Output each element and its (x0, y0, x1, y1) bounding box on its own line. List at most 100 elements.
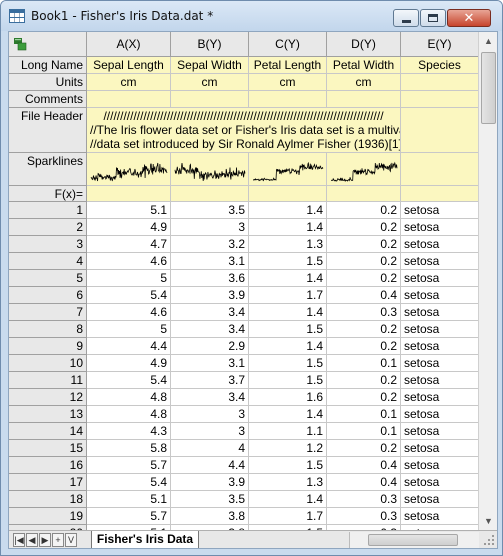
data-cell[interactable]: setosa (401, 355, 479, 372)
data-cell[interactable]: 4.6 (87, 304, 171, 321)
column-header-e[interactable]: E(Y) (401, 32, 479, 57)
data-cell[interactable]: 3.4 (171, 304, 249, 321)
scroll-down-arrow-icon[interactable]: ▼ (479, 512, 497, 530)
data-cell[interactable]: 3.5 (171, 202, 249, 219)
data-cell[interactable]: 4.4 (171, 457, 249, 474)
data-cell[interactable]: 4.3 (87, 423, 171, 440)
data-cell[interactable]: 5.1 (87, 491, 171, 508)
data-cell[interactable]: setosa (401, 457, 479, 474)
data-cell[interactable]: 1.4 (249, 219, 327, 236)
units-cell[interactable]: cm (327, 74, 401, 91)
data-cell[interactable]: 0.1 (327, 355, 401, 372)
data-cell[interactable]: setosa (401, 253, 479, 270)
sparkline-cell[interactable] (171, 153, 249, 186)
data-cell[interactable]: 0.2 (327, 270, 401, 287)
data-cell[interactable]: 3.7 (171, 372, 249, 389)
data-cell[interactable]: 4.6 (87, 253, 171, 270)
data-cell[interactable]: 0.2 (327, 236, 401, 253)
formula-cell[interactable] (87, 186, 171, 202)
data-cell[interactable]: 3 (171, 406, 249, 423)
row-number[interactable]: 10 (9, 355, 87, 372)
comments-cell[interactable] (249, 91, 327, 108)
row-number[interactable]: 7 (9, 304, 87, 321)
horizontal-scroll-thumb[interactable] (368, 534, 458, 546)
column-header-c[interactable]: C(Y) (249, 32, 327, 57)
data-cell[interactable]: 0.4 (327, 474, 401, 491)
data-cell[interactable]: 1.5 (249, 321, 327, 338)
data-cell[interactable]: 1.3 (249, 474, 327, 491)
sparkline-cell[interactable] (249, 153, 327, 186)
row-number[interactable]: 17 (9, 474, 87, 491)
data-cell[interactable]: 0.2 (327, 338, 401, 355)
units-cell[interactable]: cm (87, 74, 171, 91)
horizontal-scrollbar[interactable] (349, 532, 479, 548)
long-name-cell[interactable]: Sepal Width (171, 57, 249, 74)
title-bar[interactable]: Book1 - Fisher's Iris Data.dat * ✕ (1, 1, 502, 31)
data-cell[interactable]: 2.9 (171, 338, 249, 355)
data-cell[interactable]: 4.8 (87, 406, 171, 423)
data-cell[interactable]: 1.7 (249, 287, 327, 304)
formula-cell[interactable] (401, 186, 479, 202)
data-cell[interactable]: setosa (401, 491, 479, 508)
worksheet-corner[interactable] (9, 32, 87, 57)
data-cell[interactable]: 3.4 (171, 321, 249, 338)
sparkline-cell[interactable] (401, 153, 479, 186)
data-cell[interactable]: 1.6 (249, 389, 327, 406)
data-cell[interactable]: setosa (401, 338, 479, 355)
row-number[interactable]: 14 (9, 423, 87, 440)
data-cell[interactable]: 5.7 (87, 457, 171, 474)
data-cell[interactable]: 3.5 (171, 491, 249, 508)
data-cell[interactable]: 0.2 (327, 321, 401, 338)
data-cell[interactable]: 5.1 (87, 202, 171, 219)
data-cell[interactable]: 0.2 (327, 440, 401, 457)
data-cell[interactable]: 1.7 (249, 508, 327, 525)
data-cell[interactable]: setosa (401, 270, 479, 287)
data-cell[interactable]: 4 (171, 440, 249, 457)
row-number[interactable]: 19 (9, 508, 87, 525)
data-cell[interactable]: 1.4 (249, 304, 327, 321)
row-label-sparklines[interactable]: Sparklines (9, 153, 87, 186)
data-cell[interactable]: 3.2 (171, 236, 249, 253)
column-header-d[interactable]: D(Y) (327, 32, 401, 57)
data-cell[interactable]: 5.8 (87, 440, 171, 457)
data-cell[interactable]: 1.4 (249, 491, 327, 508)
data-cell[interactable]: 4.7 (87, 236, 171, 253)
data-cell[interactable]: setosa (401, 508, 479, 525)
units-cell[interactable]: cm (171, 74, 249, 91)
data-cell[interactable]: 4.9 (87, 219, 171, 236)
close-button[interactable]: ✕ (447, 9, 491, 27)
long-name-cell[interactable]: Petal Width (327, 57, 401, 74)
data-cell[interactable]: setosa (401, 474, 479, 491)
long-name-cell[interactable]: Petal Length (249, 57, 327, 74)
data-cell[interactable]: 1.5 (249, 457, 327, 474)
data-cell[interactable]: 3.6 (171, 270, 249, 287)
data-cell[interactable]: 1.4 (249, 406, 327, 423)
data-cell[interactable]: 0.2 (327, 202, 401, 219)
long-name-cell[interactable]: Sepal Length (87, 57, 171, 74)
formula-cell[interactable] (249, 186, 327, 202)
row-label-long-name[interactable]: Long Name (9, 57, 87, 74)
data-cell[interactable]: 0.3 (327, 508, 401, 525)
data-cell[interactable]: 3.9 (171, 474, 249, 491)
sheet-menu-button[interactable]: V (65, 533, 77, 547)
data-cell[interactable]: setosa (401, 423, 479, 440)
comments-cell[interactable] (171, 91, 249, 108)
comments-cell[interactable] (401, 91, 479, 108)
formula-cell[interactable] (327, 186, 401, 202)
row-number[interactable]: 13 (9, 406, 87, 423)
comments-cell[interactable] (87, 91, 171, 108)
vertical-scroll-thumb[interactable] (481, 52, 496, 124)
units-cell[interactable] (401, 74, 479, 91)
data-cell[interactable]: 3.4 (171, 389, 249, 406)
data-cell[interactable]: 1.4 (249, 270, 327, 287)
data-cell[interactable]: setosa (401, 389, 479, 406)
prev-sheet-button[interactable]: ◀ (26, 533, 38, 547)
row-label-file-header[interactable]: File Header (9, 108, 87, 153)
sheet-tab-fishers-iris-data[interactable]: Fisher's Iris Data (91, 531, 199, 548)
column-header-b[interactable]: B(Y) (171, 32, 249, 57)
row-number[interactable]: 1 (9, 202, 87, 219)
row-number[interactable]: 3 (9, 236, 87, 253)
data-cell[interactable]: setosa (401, 287, 479, 304)
data-cell[interactable]: 1.3 (249, 236, 327, 253)
row-number[interactable]: 16 (9, 457, 87, 474)
